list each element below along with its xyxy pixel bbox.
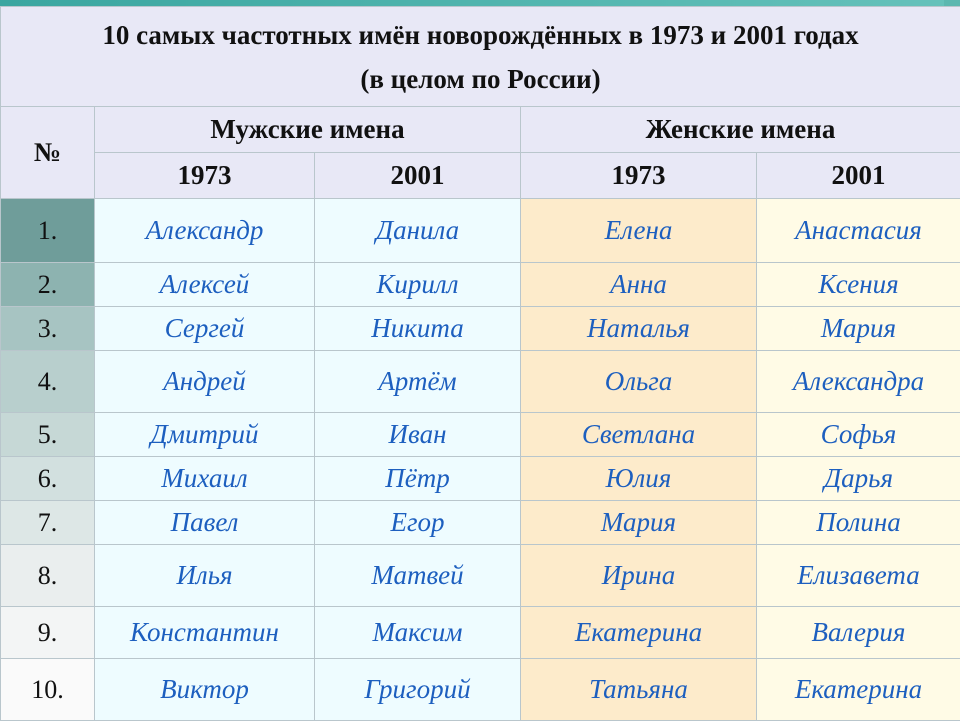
female-name-1973: Мария [521, 501, 757, 545]
header-male-1973: 1973 [95, 153, 315, 199]
row-number: 6. [1, 457, 95, 501]
female-name-1973: Наталья [521, 307, 757, 351]
male-name-2001: Пётр [315, 457, 521, 501]
row-number: 9. [1, 607, 95, 659]
names-table: 10 самых частотных имён новорождённых в … [0, 6, 960, 721]
male-name-2001: Максим [315, 607, 521, 659]
female-name-2001: Ксения [757, 263, 960, 307]
row-number: 10. [1, 659, 95, 721]
male-name-1973: Константин [95, 607, 315, 659]
row-number: 5. [1, 413, 95, 457]
male-name-2001: Матвей [315, 545, 521, 607]
male-name-1973: Илья [95, 545, 315, 607]
male-name-1973: Сергей [95, 307, 315, 351]
header-number: № [1, 107, 95, 199]
row-number: 1. [1, 199, 95, 263]
female-name-2001: Мария [757, 307, 960, 351]
male-name-1973: Алексей [95, 263, 315, 307]
male-name-2001: Данила [315, 199, 521, 263]
female-name-1973: Анна [521, 263, 757, 307]
female-name-2001: Дарья [757, 457, 960, 501]
header-male-2001: 2001 [315, 153, 521, 199]
table-title: 10 самых частотных имён новорождённых в … [1, 7, 960, 107]
female-name-1973: Ольга [521, 351, 757, 413]
header-male-names: Мужские имена [95, 107, 521, 153]
female-name-2001: Софья [757, 413, 960, 457]
male-name-1973: Андрей [95, 351, 315, 413]
female-name-1973: Екатерина [521, 607, 757, 659]
male-name-2001: Григорий [315, 659, 521, 721]
header-female-names: Женские имена [521, 107, 960, 153]
female-name-2001: Александра [757, 351, 960, 413]
female-name-2001: Екатерина [757, 659, 960, 721]
male-name-2001: Иван [315, 413, 521, 457]
row-number: 7. [1, 501, 95, 545]
header-female-2001: 2001 [757, 153, 960, 199]
female-name-1973: Татьяна [521, 659, 757, 721]
male-name-2001: Никита [315, 307, 521, 351]
table-title-line2: (в целом по России) [1, 57, 960, 101]
male-name-1973: Дмитрий [95, 413, 315, 457]
female-name-2001: Елизавета [757, 545, 960, 607]
male-name-2001: Егор [315, 501, 521, 545]
row-number: 4. [1, 351, 95, 413]
row-number: 2. [1, 263, 95, 307]
table-title-line1: 10 самых частотных имён новорождённых в … [1, 13, 960, 57]
female-name-1973: Ирина [521, 545, 757, 607]
male-name-1973: Александр [95, 199, 315, 263]
female-name-2001: Валерия [757, 607, 960, 659]
female-name-1973: Юлия [521, 457, 757, 501]
male-name-1973: Павел [95, 501, 315, 545]
female-name-1973: Елена [521, 199, 757, 263]
female-name-1973: Светлана [521, 413, 757, 457]
male-name-1973: Михаил [95, 457, 315, 501]
female-name-2001: Анастасия [757, 199, 960, 263]
row-number: 3. [1, 307, 95, 351]
male-name-2001: Артём [315, 351, 521, 413]
row-number: 8. [1, 545, 95, 607]
female-name-2001: Полина [757, 501, 960, 545]
male-name-2001: Кирилл [315, 263, 521, 307]
male-name-1973: Виктор [95, 659, 315, 721]
header-female-1973: 1973 [521, 153, 757, 199]
